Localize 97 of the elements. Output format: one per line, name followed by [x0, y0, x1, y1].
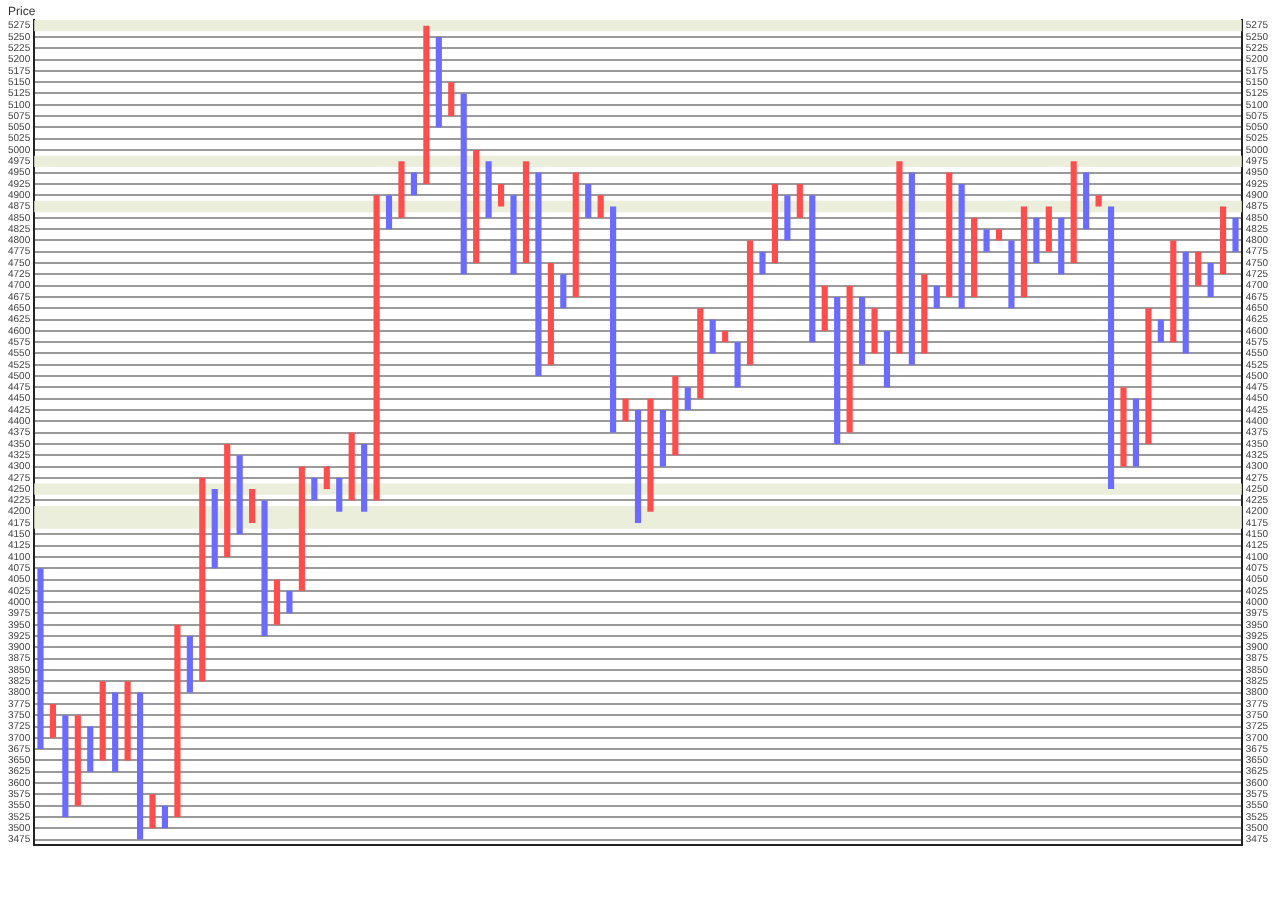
bar: [896, 161, 903, 354]
bar: [1120, 387, 1127, 467]
bar: [597, 195, 604, 218]
bar: [1045, 206, 1052, 252]
bar: [199, 477, 206, 682]
bar: [809, 195, 816, 343]
bar: [560, 274, 567, 309]
bar: [1008, 240, 1015, 309]
bar: [722, 330, 729, 343]
bar: [1220, 206, 1227, 275]
bar: [423, 25, 430, 184]
bar: [448, 82, 455, 117]
bar: [697, 308, 704, 399]
bar: [796, 183, 803, 218]
bar: [473, 150, 480, 264]
bar: [883, 330, 891, 388]
bar: [124, 681, 131, 761]
bar: [946, 172, 953, 297]
bar: [535, 172, 542, 377]
bar: [634, 409, 642, 524]
bar: [1207, 263, 1214, 297]
bar: [933, 285, 940, 309]
bar: [74, 715, 81, 806]
bar: [1107, 206, 1115, 490]
bar: [211, 489, 218, 569]
bar: [709, 319, 716, 354]
bar: [497, 183, 505, 207]
bar: [174, 624, 181, 817]
bar: [1170, 240, 1177, 343]
bar: [385, 195, 393, 230]
bar: [734, 342, 741, 388]
bar: [547, 263, 554, 365]
bar: [1020, 206, 1027, 297]
bar: [1145, 308, 1152, 444]
bar: [1095, 195, 1102, 207]
bar: [572, 172, 579, 297]
bar: [659, 409, 666, 467]
bar: [1195, 251, 1202, 286]
bar: [1157, 319, 1164, 343]
bar: [1182, 251, 1189, 354]
bar: [971, 217, 978, 297]
bar: [286, 590, 293, 614]
bar: [398, 161, 405, 218]
bar: [112, 692, 119, 772]
bar: [186, 636, 193, 693]
bar: [1083, 172, 1090, 230]
bar: [224, 443, 231, 557]
bar: [684, 387, 691, 410]
bar: [336, 477, 343, 512]
bar: [784, 195, 791, 241]
bar: [460, 93, 467, 275]
bar: [323, 466, 330, 490]
bar: [846, 285, 853, 433]
bar: [834, 296, 841, 444]
bar: [759, 251, 766, 275]
bar: [858, 296, 866, 365]
bar: [87, 726, 94, 772]
bar: [1033, 217, 1040, 264]
bar: [485, 161, 492, 218]
bar: [1132, 398, 1140, 467]
bar: [261, 500, 268, 637]
bar: [161, 805, 169, 829]
bar: [510, 195, 517, 275]
bar: [311, 477, 318, 501]
bar: [136, 692, 144, 840]
bar: [410, 172, 418, 196]
bar: [361, 443, 368, 512]
bar: [522, 161, 530, 264]
bar: [273, 579, 281, 625]
bar: [1070, 161, 1077, 264]
bar: [983, 229, 990, 252]
bar: [62, 715, 69, 817]
bar: [1058, 217, 1065, 275]
bar: [99, 681, 106, 761]
bar: [921, 274, 928, 354]
bar: [1232, 217, 1239, 252]
bar: [435, 36, 442, 128]
bar: [821, 285, 828, 331]
bar: [746, 240, 754, 365]
bar: [236, 455, 243, 535]
bar: [958, 183, 965, 309]
bar: [908, 172, 915, 365]
bar: [249, 489, 256, 524]
bar: [995, 229, 1003, 241]
bar: [373, 195, 380, 501]
bar: [771, 183, 779, 264]
bar: [37, 568, 44, 750]
bar: [298, 466, 305, 591]
bar: [348, 432, 355, 501]
bar: [585, 183, 592, 218]
bar: [610, 206, 617, 433]
bar: [149, 794, 156, 829]
bar: [871, 308, 878, 354]
bar: [622, 398, 629, 422]
bar: [49, 703, 56, 738]
bar: [647, 398, 654, 512]
bar: [672, 376, 679, 456]
